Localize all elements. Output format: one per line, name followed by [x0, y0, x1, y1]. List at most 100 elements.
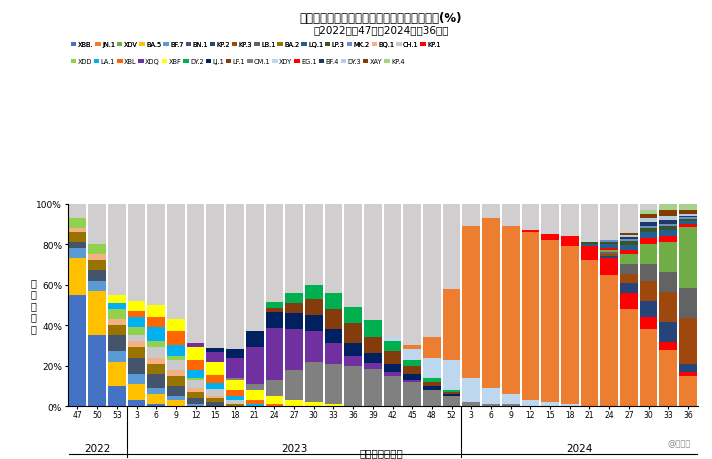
Bar: [305, 299, 323, 315]
Bar: [659, 292, 677, 322]
Bar: [345, 356, 362, 366]
Bar: [246, 204, 263, 331]
Bar: [679, 364, 697, 373]
Bar: [226, 396, 244, 400]
Bar: [266, 204, 283, 302]
Bar: [226, 380, 244, 390]
Bar: [404, 382, 421, 406]
Bar: [482, 204, 500, 218]
Bar: [226, 378, 244, 380]
Bar: [639, 301, 657, 317]
Bar: [68, 259, 86, 295]
Bar: [68, 249, 86, 259]
Bar: [345, 366, 362, 406]
Bar: [108, 295, 126, 303]
Bar: [659, 350, 677, 406]
Bar: [679, 219, 697, 221]
Bar: [266, 404, 283, 406]
Bar: [561, 246, 579, 404]
Bar: [679, 214, 697, 216]
Bar: [305, 204, 323, 285]
Bar: [443, 392, 461, 394]
Bar: [226, 204, 244, 350]
Bar: [502, 394, 520, 404]
Bar: [206, 402, 224, 406]
Text: 公共衛生化驗所新冠病毒樣本基因分型構成比(%): 公共衛生化驗所新冠病毒樣本基因分型構成比(%): [300, 11, 462, 24]
Bar: [108, 386, 126, 406]
Bar: [364, 369, 382, 406]
Bar: [580, 261, 598, 406]
Bar: [639, 214, 657, 218]
Bar: [345, 344, 362, 356]
Bar: [127, 358, 145, 374]
Bar: [443, 396, 461, 406]
Bar: [226, 358, 244, 378]
Bar: [305, 315, 323, 331]
Bar: [639, 233, 657, 239]
Bar: [620, 309, 638, 406]
Bar: [580, 246, 598, 261]
Bar: [659, 236, 677, 242]
Bar: [246, 384, 263, 390]
Bar: [502, 404, 520, 406]
Bar: [679, 218, 697, 219]
Bar: [246, 404, 263, 406]
Bar: [482, 388, 500, 404]
Bar: [404, 360, 421, 366]
Bar: [147, 317, 165, 327]
Bar: [659, 204, 677, 210]
Bar: [600, 251, 618, 253]
Bar: [679, 224, 697, 228]
Bar: [561, 204, 579, 236]
Bar: [147, 204, 165, 305]
Bar: [580, 245, 598, 246]
Bar: [147, 364, 165, 374]
Bar: [108, 325, 126, 336]
Bar: [600, 257, 618, 259]
Bar: [364, 204, 382, 320]
Bar: [305, 331, 323, 362]
Bar: [600, 255, 618, 257]
Bar: [364, 353, 382, 364]
Bar: [147, 388, 165, 394]
Bar: [659, 224, 677, 226]
Bar: [226, 404, 244, 406]
Bar: [266, 302, 283, 308]
Bar: [325, 364, 342, 404]
Bar: [364, 364, 382, 369]
Bar: [127, 374, 145, 384]
Bar: [443, 289, 461, 360]
Bar: [521, 231, 539, 233]
Bar: [404, 204, 421, 346]
Y-axis label: 陽
性
構
成
比: 陽 性 構 成 比: [31, 277, 36, 333]
Bar: [345, 307, 362, 324]
Bar: [620, 284, 638, 294]
Bar: [423, 382, 441, 386]
Bar: [364, 320, 382, 337]
Bar: [502, 227, 520, 394]
Bar: [88, 291, 106, 336]
Bar: [187, 398, 204, 404]
Text: @中疾钧: @中疾钧: [667, 438, 691, 448]
Bar: [423, 386, 441, 390]
Bar: [127, 400, 145, 406]
Bar: [659, 220, 677, 224]
Bar: [206, 375, 224, 383]
Bar: [659, 272, 677, 292]
Bar: [127, 317, 145, 327]
Bar: [404, 346, 421, 350]
Bar: [88, 261, 106, 271]
Bar: [167, 376, 185, 386]
Legend: XDD, LA.1, XBL, XDQ, XBF, DY.2, LJ.1, LF.1, CM.1, XDY, EG.1, BF.4, DY.3, XAY, KP: XDD, LA.1, XBL, XDQ, XBF, DY.2, LJ.1, LF…: [71, 59, 404, 65]
Bar: [206, 396, 224, 398]
Bar: [187, 347, 204, 360]
Bar: [147, 358, 165, 364]
Bar: [600, 249, 618, 251]
Bar: [88, 271, 106, 281]
Bar: [423, 378, 441, 382]
Bar: [127, 384, 145, 400]
Bar: [639, 265, 657, 281]
Bar: [187, 204, 204, 344]
Bar: [423, 337, 441, 358]
Bar: [147, 305, 165, 317]
